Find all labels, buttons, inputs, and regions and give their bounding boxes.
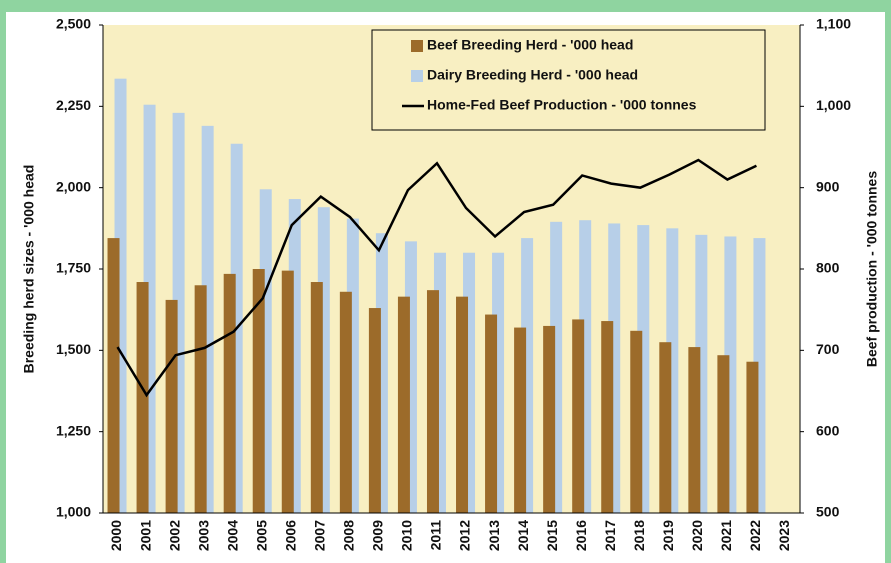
x-tick-label: 2020 [689,520,705,551]
y-tick-label: 1,750 [56,260,91,276]
bar [572,319,585,513]
y2-tick-label: 500 [816,504,840,520]
y2-tick-label: 1,000 [816,97,851,113]
y2-tick-label: 900 [816,178,840,194]
bar [397,296,410,513]
x-tick-label: 2001 [137,520,153,551]
y2-tick-label: 700 [816,341,840,357]
y-tick-label: 1,500 [56,341,91,357]
legend-swatch [411,40,423,52]
bar [281,270,294,513]
bar [514,327,527,513]
x-tick-label: 2014 [515,520,531,551]
x-tick-label: 2021 [718,520,734,551]
bar [107,238,120,514]
x-tick-label: 2017 [602,520,618,551]
legend-label: Dairy Breeding Herd - '000 head [427,67,638,83]
bar [223,273,236,513]
y2-tick-label: 1,100 [816,16,851,32]
bar [426,290,439,513]
y-tick-label: 1,250 [56,422,91,438]
bar [339,291,352,513]
x-tick-label: 2010 [399,520,415,551]
y-tick-label: 1,000 [56,504,91,520]
y2-axis-title: Beef production - '000 tonnes [864,171,880,367]
y2-tick-label: 600 [816,422,840,438]
x-tick-label: 2018 [631,520,647,551]
bar [659,342,672,513]
x-tick-label: 2011 [428,520,444,551]
bar [368,308,381,513]
legend-label: Beef Breeding Herd - '000 head [427,37,633,53]
y-tick-label: 2,250 [56,97,91,113]
x-tick-label: 2003 [195,520,211,551]
bar [688,347,701,513]
y-tick-label: 2,000 [56,178,91,194]
bar [717,355,730,513]
bar [630,330,643,513]
legend-swatch [411,70,423,82]
y2-tick-label: 800 [816,260,840,276]
legend [371,29,766,131]
bar [746,361,759,513]
x-tick-label: 2012 [457,520,473,551]
x-tick-label: 2008 [341,520,357,551]
x-tick-label: 2000 [108,520,124,551]
bar [543,325,556,513]
x-tick-label: 2023 [776,520,792,551]
bar [165,299,178,513]
x-tick-label: 2004 [224,520,240,551]
x-tick-label: 2019 [660,520,676,551]
x-tick-label: 2005 [253,520,269,551]
legend-label: Home-Fed Beef Production - '000 tonnes [427,97,697,113]
x-tick-label: 2006 [282,520,298,551]
line [116,158,757,398]
x-tick-label: 2013 [486,520,502,551]
x-tick-label: 2002 [166,520,182,551]
bar [456,296,469,513]
bar [136,282,149,513]
bar [601,321,614,513]
x-tick-label: 2007 [312,520,328,551]
x-tick-label: 2009 [370,520,386,551]
bar [252,269,265,513]
y-axis-title: Breeding herd sizes - '000 head [21,165,37,374]
bar [485,314,498,513]
x-tick-label: 2015 [544,520,560,551]
x-tick-label: 2022 [747,520,763,551]
bar [310,282,323,513]
bar [194,285,207,513]
y-tick-label: 2,500 [56,16,91,32]
x-tick-label: 2016 [573,520,589,551]
